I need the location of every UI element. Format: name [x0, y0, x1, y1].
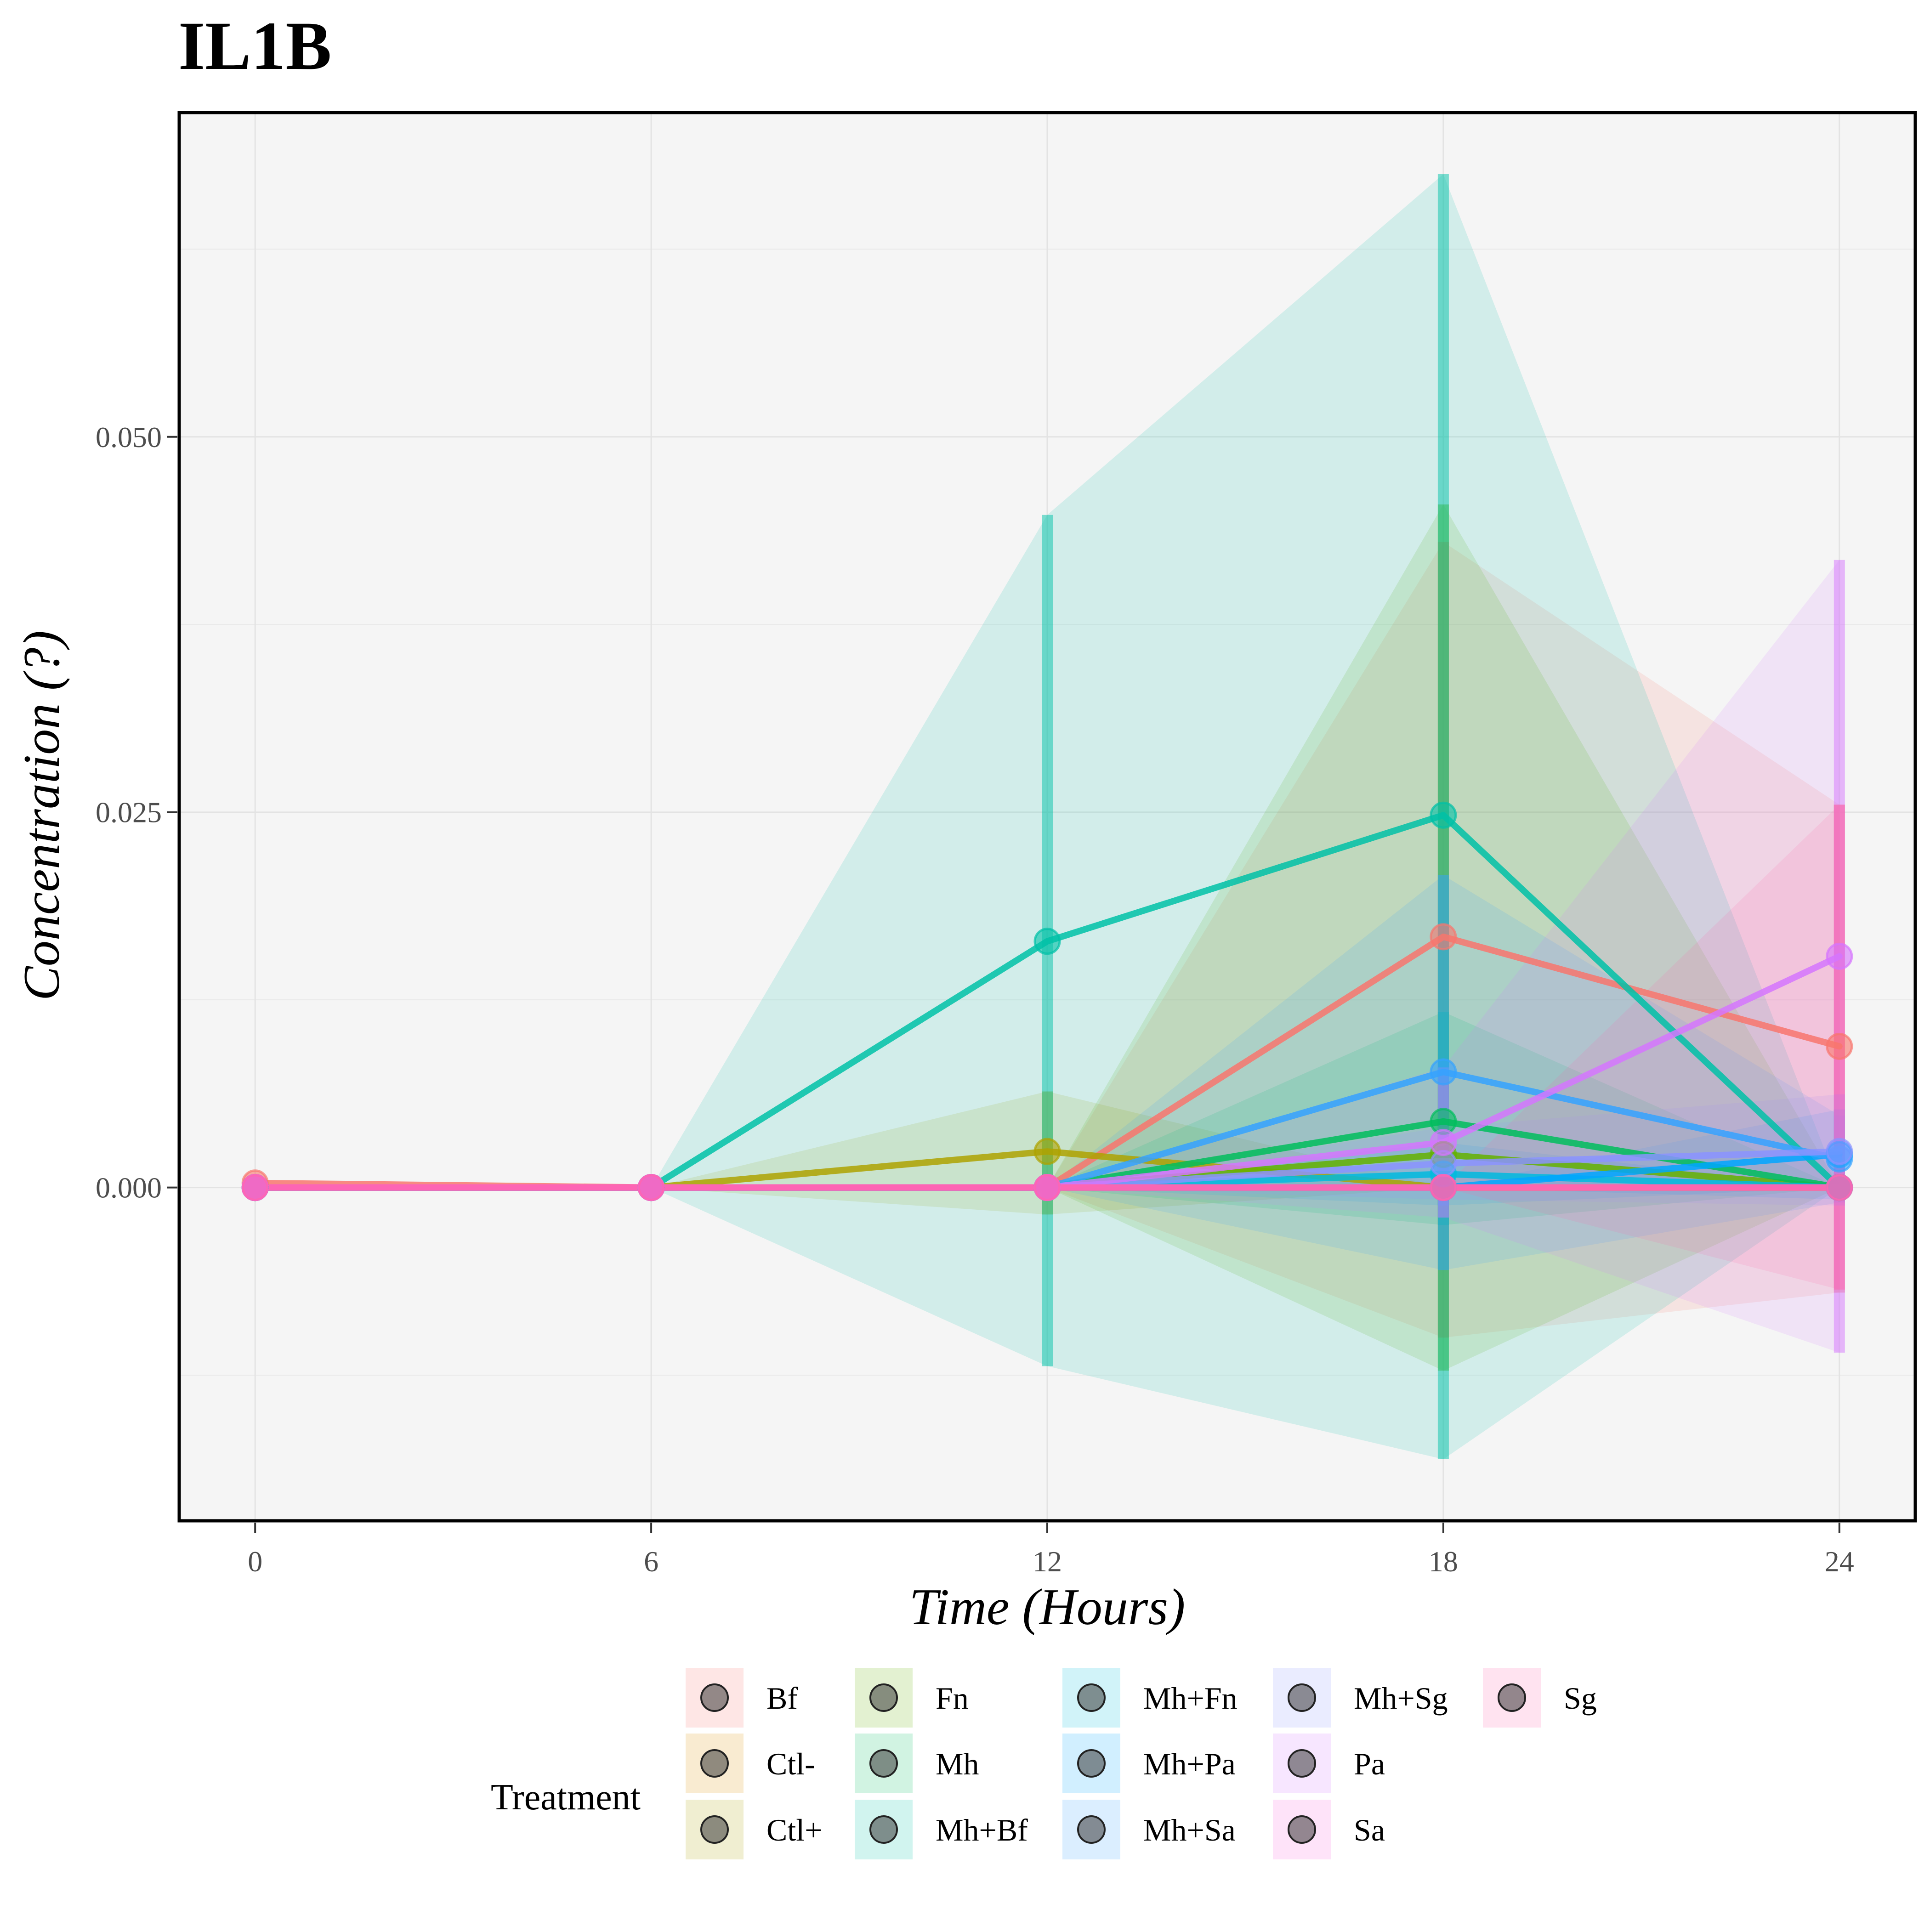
y-tick-label: 0.025: [96, 796, 162, 829]
y-tick-label: 0.000: [96, 1172, 162, 1204]
data-point: [1033, 928, 1061, 955]
legend-label: Ctl+: [766, 1813, 823, 1847]
legend-label: Bf: [766, 1681, 798, 1716]
legend-key-marker: [1288, 1815, 1316, 1844]
legend-label: Sg: [1564, 1681, 1597, 1716]
legend-key-marker: [1288, 1749, 1316, 1778]
legend-label: Sa: [1354, 1813, 1385, 1847]
legend-key-marker: [1498, 1683, 1526, 1712]
x-tick-label: 0: [248, 1545, 262, 1578]
ribbon-sg: [255, 805, 1839, 1290]
data-point: [1430, 1129, 1457, 1156]
point-layer: [241, 801, 1853, 1201]
data-point: [1033, 1138, 1061, 1165]
data-point: [1430, 1174, 1457, 1201]
y-axis-label: Concentration (?): [13, 630, 70, 1001]
data-point: [1826, 1174, 1853, 1201]
legend-label: Fn: [936, 1681, 969, 1716]
legend-title: Treatment: [491, 1777, 641, 1818]
x-tick-label: 6: [644, 1545, 658, 1578]
legend-key-marker: [1077, 1749, 1106, 1778]
legend-key-marker: [869, 1815, 898, 1844]
legend: Bf Ctl- Ctl+ Fn Mh Mh+Bf Mh+Fn Mh+Pa Mh+Sa Mh+Sg P…: [684, 1666, 1597, 1861]
legend-label: Mh+Sg: [1354, 1681, 1448, 1716]
x-axis-ticks: 0 6 12 18 24: [248, 1523, 1854, 1578]
legend-key-marker: [700, 1815, 729, 1844]
data-point: [1430, 801, 1457, 829]
legend-key-marker: [1077, 1683, 1106, 1712]
legend-label: Mh+Pa: [1143, 1746, 1236, 1781]
x-tick-label: 12: [1033, 1545, 1062, 1578]
data-point: [1033, 1174, 1061, 1201]
data-point: [1826, 942, 1853, 970]
plot-border: [177, 111, 1917, 1523]
x-tick-label: 18: [1429, 1545, 1458, 1578]
data-point: [1826, 1138, 1853, 1165]
legend-label: Mh: [936, 1746, 979, 1781]
legend-label: Ctl-: [766, 1746, 815, 1781]
x-axis-label: Time (Hours): [909, 1579, 1185, 1636]
legend-key-marker: [869, 1749, 898, 1778]
y-tick-label: 0.050: [96, 421, 162, 453]
chart-title: IL1B: [178, 8, 331, 84]
legend-key-marker: [1288, 1683, 1316, 1712]
data-point: [241, 1174, 269, 1201]
legend-label: Pa: [1354, 1746, 1385, 1781]
legend-key: [853, 1666, 914, 1729]
data-point: [637, 1174, 665, 1201]
legend-key-marker: [1077, 1815, 1106, 1844]
legend-key-marker: [869, 1683, 898, 1712]
x-tick-label: 24: [1825, 1545, 1854, 1578]
legend-label: Mh+Fn: [1143, 1681, 1237, 1716]
y-axis-ticks: 0.000 0.025 0.050: [96, 421, 177, 1204]
legend-label: Mh+Bf: [936, 1813, 1028, 1847]
legend-key-marker: [700, 1683, 729, 1712]
data-point: [1430, 923, 1457, 951]
data-point: [1430, 1058, 1457, 1086]
legend-key-marker: [700, 1749, 729, 1778]
data-point: [1826, 1032, 1853, 1060]
legend-label: Mh+Sa: [1143, 1813, 1236, 1847]
